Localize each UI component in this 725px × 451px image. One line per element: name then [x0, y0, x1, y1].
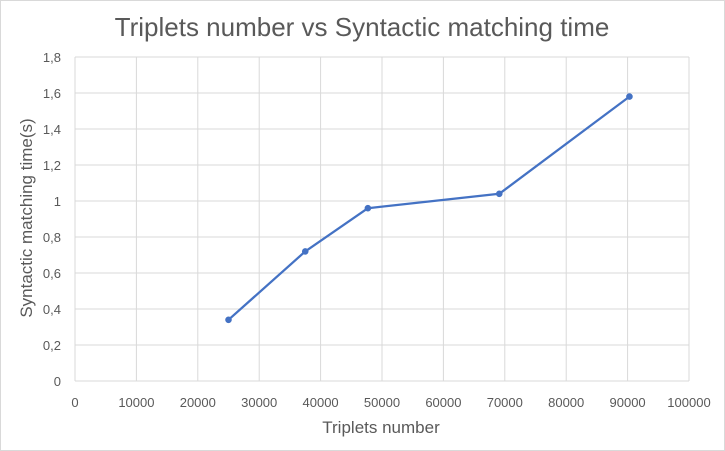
y-tick-label: 1,2: [43, 158, 61, 173]
y-tick-label: 1: [54, 194, 61, 209]
x-tick-label: 50000: [364, 395, 400, 410]
x-tick-label: 70000: [487, 395, 523, 410]
x-tick-label: 0: [71, 395, 78, 410]
data-series: [225, 93, 633, 324]
data-point: [225, 316, 232, 324]
data-point: [364, 204, 372, 212]
x-tick-labels: 0 10000 20000 30000 40000 50000 60000 70000 8000…: [71, 395, 710, 410]
series-line: [227, 95, 631, 321]
x-tick-label: 60000: [425, 395, 461, 410]
y-tick-label: 0,6: [43, 266, 61, 281]
y-axis-title: Syntactic matching time(s): [17, 118, 36, 317]
data-point: [495, 190, 503, 198]
x-tick-label: 80000: [548, 395, 584, 410]
y-tick-label: 1,8: [43, 50, 61, 65]
x-tick-label: 100000: [667, 395, 710, 410]
x-tick-label: 10000: [118, 395, 154, 410]
x-tick-label: 40000: [303, 395, 339, 410]
data-point: [301, 248, 309, 255]
x-tick-label: 30000: [241, 395, 277, 410]
x-axis-title: Triplets number: [322, 418, 440, 437]
y-tick-label: 1,6: [43, 86, 61, 101]
x-tick-label: 20000: [180, 395, 216, 410]
y-tick-label: 0,8: [43, 230, 61, 245]
x-tick-label: 90000: [610, 395, 646, 410]
y-tick-labels: 0 0,2 0,4 0,6 0,8 1 1,2 1,4 1,6 1,8: [43, 50, 61, 389]
chart-title: Triplets number vs Syntactic matching ti…: [115, 12, 610, 42]
data-point: [626, 93, 633, 100]
y-tick-label: 1,4: [43, 122, 61, 137]
y-tick-label: 0,4: [43, 302, 61, 317]
y-tick-label: 0,2: [43, 338, 61, 353]
gridlines: [74, 56, 690, 382]
y-tick-label: 0: [54, 374, 61, 389]
